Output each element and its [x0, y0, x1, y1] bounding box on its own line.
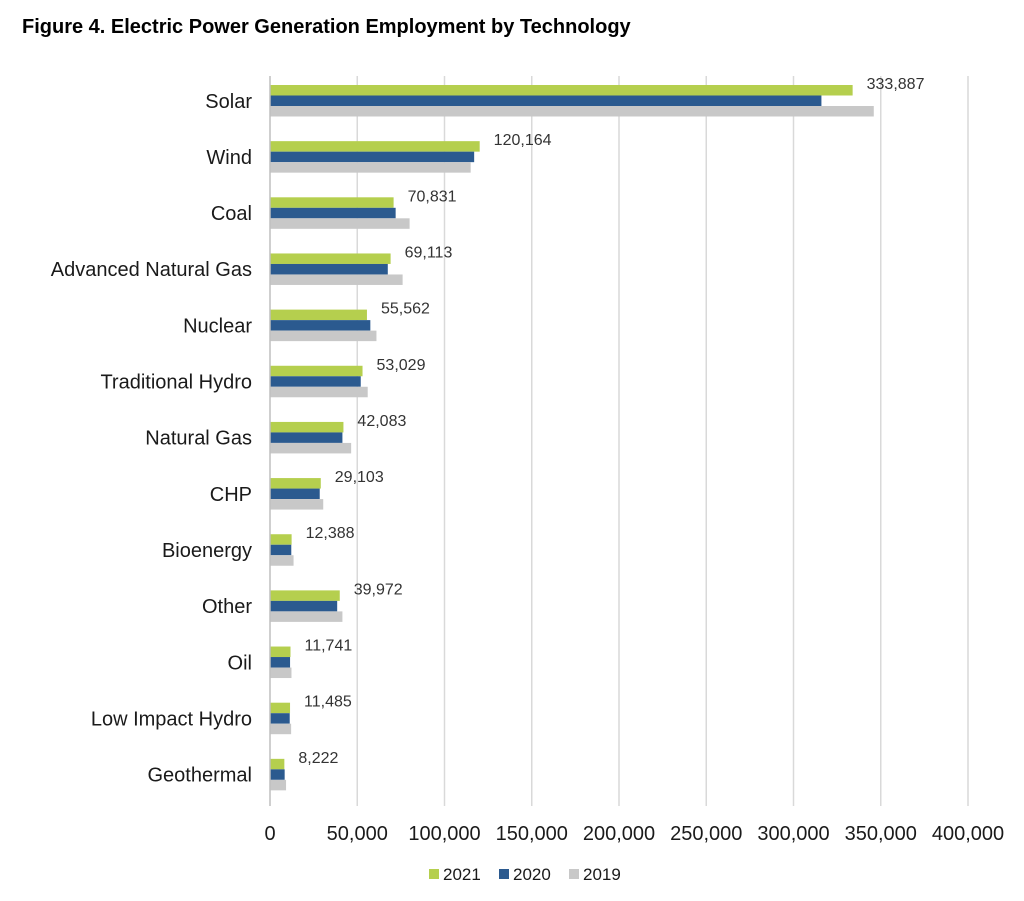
bar-2021 [270, 478, 321, 489]
legend-label: 2021 [443, 865, 481, 884]
legend-swatch [429, 869, 439, 879]
bar-2019 [270, 162, 471, 173]
bar-2021 [270, 534, 292, 545]
data-label: 53,029 [377, 357, 426, 374]
x-tick-label: 150,000 [496, 823, 568, 845]
bar-2019 [270, 499, 324, 510]
data-label: 70,831 [408, 188, 457, 205]
category-label: Traditional Hydro [100, 372, 252, 394]
bar-2019 [270, 779, 287, 791]
legend-swatch [499, 869, 509, 879]
bar-2020 [270, 544, 292, 556]
x-tick-label: 50,000 [327, 823, 388, 845]
bar-2019 [270, 330, 377, 342]
bar-2019 [270, 555, 294, 566]
bar-2021 [270, 253, 391, 264]
bar-2021 [270, 421, 344, 433]
bar-2020 [270, 600, 338, 612]
bar-2020 [270, 657, 291, 668]
x-tick-label: 200,000 [583, 823, 655, 845]
bar-2020 [270, 207, 396, 219]
data-label: 39,972 [354, 581, 403, 598]
bar-2020 [270, 151, 475, 163]
bar-2021 [270, 309, 367, 321]
legend-label: 2019 [583, 865, 621, 884]
data-label: 29,103 [335, 469, 384, 486]
bar-2019 [270, 274, 403, 285]
gridlines [356, 76, 969, 806]
bar-2020 [270, 432, 343, 443]
data-label: 12,388 [306, 525, 355, 542]
bar-2020 [270, 769, 285, 780]
category-label: Advanced Natural Gas [51, 259, 252, 281]
legend: 2021 2020 2019 [429, 865, 621, 884]
category-label: Natural Gas [145, 428, 252, 450]
bar-2021 [270, 758, 285, 770]
category-label: Nuclear [183, 315, 252, 337]
data-label: 11,741 [304, 638, 352, 655]
x-tick-label: 250,000 [670, 823, 742, 845]
bar-2020 [270, 713, 290, 724]
data-label: 11,485 [304, 694, 352, 711]
x-tick-label: 400,000 [932, 823, 1004, 845]
category-label: CHP [210, 484, 252, 506]
bar-2021 [270, 365, 363, 377]
bar-2019 [270, 106, 874, 117]
bar-2021 [270, 141, 480, 152]
bar-2020 [270, 320, 371, 331]
bar-2019 [270, 611, 343, 622]
bar-2020 [270, 488, 320, 500]
bar-2019 [270, 442, 352, 454]
bar-2021 [270, 702, 291, 714]
bar-2021 [270, 590, 340, 601]
category-label: Solar [205, 91, 252, 113]
x-tick-label: 350,000 [845, 823, 917, 845]
bar-2020 [270, 263, 388, 275]
bar-2019 [270, 218, 410, 229]
bars [270, 85, 874, 791]
data-label: 69,113 [405, 244, 453, 261]
category-label: Other [202, 596, 252, 618]
bar-2021 [270, 85, 853, 96]
bar-2021 [270, 646, 291, 658]
bar-2019 [270, 667, 292, 679]
chart-title: Figure 4. Electric Power Generation Empl… [22, 16, 631, 38]
x-tick-label: 100,000 [408, 823, 480, 845]
category-label: Geothermal [148, 765, 253, 787]
x-tick-label: 0 [264, 823, 275, 845]
legend-swatch [569, 869, 579, 879]
bar-2019 [270, 386, 368, 398]
data-label: 333,887 [867, 76, 925, 93]
data-label: 55,562 [381, 301, 430, 318]
bar-2019 [270, 723, 292, 735]
data-label: 120,164 [494, 132, 552, 149]
category-label: Low Impact Hydro [91, 708, 252, 730]
bar-2021 [270, 197, 394, 208]
data-label: 8,222 [298, 750, 338, 767]
category-label: Bioenergy [162, 540, 252, 562]
bar-2020 [270, 95, 822, 106]
category-label: Coal [211, 203, 252, 225]
category-label: Oil [228, 652, 252, 674]
category-labels: Solar Wind Coal Advanced Natural Gas Nuclear… [51, 91, 253, 787]
x-tick-label: 300,000 [757, 823, 829, 845]
data-labels: 333,887 120,164 70,831 69,113 55,562 53,029 42… [298, 76, 924, 767]
x-axis-tick-labels: 0 50,000 100,000 150,000 200,000 250,000 300,0… [264, 823, 1004, 845]
data-label: 42,083 [357, 413, 406, 430]
legend-label: 2020 [513, 865, 551, 884]
category-label: Wind [206, 147, 252, 169]
bar-2020 [270, 376, 361, 387]
